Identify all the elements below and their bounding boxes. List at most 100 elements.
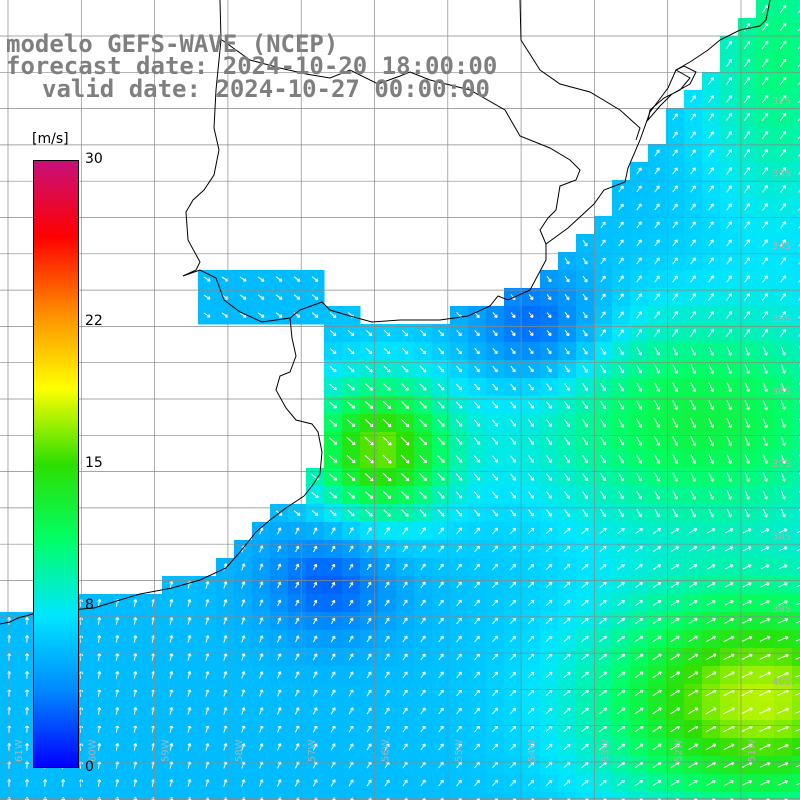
field-cell [396, 792, 415, 800]
wind-arrow [670, 653, 680, 661]
wind-arrow [726, 221, 732, 229]
field-cell [162, 792, 181, 800]
wind-arrow [545, 563, 553, 571]
wind-arrow [366, 617, 372, 625]
wind-arrow [780, 418, 786, 428]
field-cell [792, 378, 800, 397]
wind-arrow [581, 779, 589, 786]
wind-arrow [223, 743, 228, 751]
wind-arrow [762, 311, 768, 319]
wind-arrow [347, 330, 355, 337]
wind-arrow [438, 563, 444, 571]
latitude-label: 34S [772, 241, 791, 252]
wind-arrow [654, 293, 660, 301]
wind-arrow [492, 743, 499, 751]
wind-arrow [653, 329, 661, 337]
wind-arrow [636, 364, 642, 374]
field-cell [792, 324, 800, 343]
wind-arrow [330, 743, 336, 751]
wind-arrow [779, 76, 787, 86]
wind-arrow [672, 436, 679, 446]
wind-arrow [726, 203, 732, 211]
wind-arrow [687, 671, 699, 679]
wind-arrow [652, 725, 662, 733]
wind-arrow [241, 743, 246, 751]
field-cell [414, 792, 433, 800]
wind-arrow [795, 656, 800, 660]
wind-arrow [618, 185, 624, 193]
wind-arrow [205, 689, 210, 697]
wind-arrow [618, 400, 625, 410]
wind-arrow [617, 635, 626, 643]
wind-arrow [725, 95, 733, 103]
wind-arrow [294, 743, 300, 751]
wind-arrow [259, 581, 264, 589]
wind-arrow [169, 743, 174, 751]
wind-arrow [329, 312, 337, 318]
wind-arrow [759, 707, 772, 714]
wind-arrow [294, 653, 300, 661]
wind-arrow [545, 707, 553, 715]
field-cell [792, 720, 800, 739]
wind-arrow [582, 383, 588, 392]
wind-arrow [257, 276, 265, 282]
wind-arrow [582, 347, 588, 355]
wind-arrow [259, 545, 264, 553]
wind-arrow [672, 508, 678, 518]
wind-arrow [456, 635, 462, 643]
wind-arrow [259, 635, 264, 643]
wind-arrow [347, 365, 355, 373]
wind-arrow [311, 491, 319, 499]
wind-arrow [133, 671, 138, 679]
wind-arrow [492, 419, 499, 427]
wind-arrow [563, 617, 571, 625]
wind-arrow [654, 418, 661, 428]
wind-arrow [723, 653, 735, 661]
wind-arrow [798, 189, 800, 193]
wind-arrow [346, 436, 356, 446]
wind-arrow [761, 167, 769, 175]
wind-arrow [437, 509, 445, 517]
wind-arrow [328, 419, 338, 427]
wind-arrow [652, 600, 662, 606]
wind-arrow [205, 779, 210, 787]
field-cell [234, 792, 253, 800]
wind-arrow [743, 149, 751, 157]
wind-arrow [634, 617, 644, 625]
colorbar-tick-label: 0 [85, 759, 94, 775]
wind-arrow [420, 653, 426, 661]
wind-arrow [797, 153, 800, 157]
wind-arrow [581, 653, 589, 661]
wind-arrow [294, 779, 300, 787]
wind-arrow [455, 401, 463, 409]
wind-arrow [205, 581, 210, 589]
longitude-label: 57W [307, 739, 318, 762]
wind-arrow [672, 185, 678, 193]
wind-arrow [402, 671, 408, 679]
wind-arrow [618, 239, 624, 247]
wind-arrow [329, 365, 337, 373]
longitude-label: 56W [381, 739, 392, 762]
wind-arrow [795, 728, 800, 732]
wind-arrow [133, 599, 138, 607]
field-cell [432, 792, 451, 800]
wind-arrow [671, 564, 680, 570]
wind-arrow [724, 617, 735, 624]
wind-arrow [546, 347, 552, 355]
wind-arrow [61, 778, 66, 787]
wind-arrow [636, 346, 642, 356]
wind-arrow [330, 689, 336, 697]
field-cell [792, 504, 800, 523]
wind-arrow [295, 617, 300, 625]
wind-arrow [509, 779, 517, 787]
wind-arrow [419, 418, 427, 428]
wind-arrow [563, 653, 571, 661]
wind-arrow [169, 635, 174, 643]
wind-arrow [724, 779, 734, 786]
wind-arrow [402, 581, 408, 589]
wind-arrow [402, 545, 408, 553]
wind-arrow [726, 239, 732, 247]
wind-arrow [582, 491, 588, 500]
wind-arrow [437, 473, 445, 481]
wind-arrow [654, 436, 661, 446]
